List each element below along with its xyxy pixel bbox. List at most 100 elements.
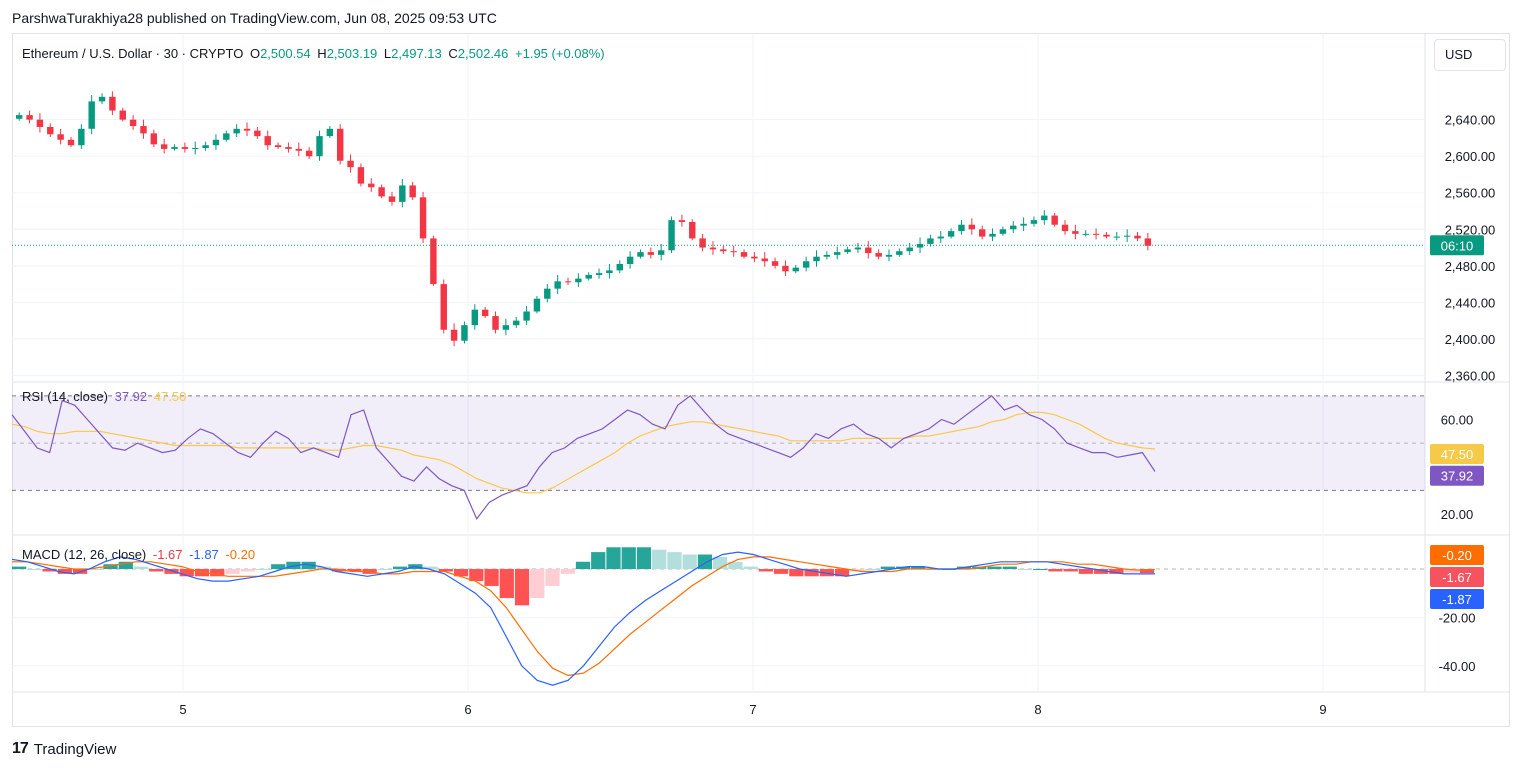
candle-body <box>119 110 126 120</box>
macd-hist-bar <box>164 569 179 574</box>
candle-body <box>419 197 427 239</box>
candle-body <box>844 249 851 253</box>
rsi-badge: 37.92 <box>1430 465 1484 486</box>
candle-body <box>1010 225 1017 230</box>
publisher-line: ParshwaTurakhiya28 published on TradingV… <box>12 10 497 26</box>
price-tick-label: 2,360.00 <box>1445 368 1496 383</box>
macd-hist-bar <box>469 569 484 582</box>
macd-hist-bar <box>423 566 438 570</box>
macd-hist-bar <box>484 569 499 586</box>
currency-button[interactable]: USD <box>1434 39 1506 71</box>
macd-hist-bar <box>636 547 652 570</box>
candle-body <box>865 247 872 254</box>
candle-body <box>834 252 841 255</box>
macd-hist-bar <box>332 569 347 572</box>
candle-body <box>1113 236 1121 238</box>
macd-hist-bar <box>575 561 591 570</box>
macd-line <box>11 551 1155 686</box>
macd-tick-label: -40.00 <box>1439 659 1476 674</box>
macd-hist-bar <box>12 566 27 570</box>
candle-body <box>637 252 644 257</box>
macd-hist-bar <box>789 569 804 577</box>
low-label: L <box>383 46 392 61</box>
candle-body <box>761 258 768 262</box>
macd-hist-bar <box>1124 569 1139 573</box>
macd-hist-bar <box>453 569 469 577</box>
macd-signal-badge-bg <box>1430 545 1484 565</box>
candle-body <box>771 261 779 266</box>
chart-frame[interactable] <box>12 33 1510 727</box>
macd-legend: MACD (12, 26, close) -1.67 -1.87 -0.20 <box>22 547 258 562</box>
rsi-ma-line <box>11 411 1156 494</box>
macd-hist-bar <box>530 569 545 599</box>
macd-hist-bar <box>834 569 850 577</box>
rsi-tick-label: 60.00 <box>1441 412 1474 427</box>
open-label: O <box>249 46 261 61</box>
rsi-ma-badge: 47.50 <box>1430 444 1484 465</box>
candle-body <box>378 187 385 197</box>
macd-hist-bar <box>911 566 926 570</box>
macd-hist-bar <box>210 569 225 577</box>
candle-body <box>78 128 85 146</box>
macd-badge-text: -1.87 <box>1442 592 1472 607</box>
tradingview-logo-icon: 17 <box>12 740 29 757</box>
candle-body <box>481 309 489 317</box>
candle-body <box>1061 224 1069 232</box>
candle-body <box>554 281 561 289</box>
candle-body <box>668 220 675 251</box>
candle-body <box>1020 223 1027 226</box>
macd-hist-bar <box>880 566 895 570</box>
macd-hist-bar <box>179 569 194 577</box>
close-label: C <box>448 46 458 61</box>
candle-body <box>36 119 44 127</box>
brand[interactable]: 17 TradingView <box>12 740 116 758</box>
candle-body <box>399 185 406 202</box>
macd-hist-bar <box>728 561 743 570</box>
time-tick-label: 8 <box>1034 702 1041 717</box>
macd-hist-bar <box>713 556 728 570</box>
candle-body <box>947 231 955 237</box>
macd-hist-bar <box>1048 569 1063 572</box>
candle-body <box>295 148 302 151</box>
candle-body <box>305 150 313 157</box>
candle-body <box>595 273 603 275</box>
candle-body <box>409 185 416 198</box>
candle-body <box>160 144 168 149</box>
candle-body <box>336 128 344 161</box>
candle-body <box>575 278 582 283</box>
macd-hist-bar <box>652 549 667 570</box>
candle-body <box>740 252 748 257</box>
candle-body <box>98 96 106 102</box>
candle-body <box>316 136 323 157</box>
macd-hist-bar <box>347 569 362 572</box>
macd-hist-bar <box>560 569 575 574</box>
candle-body <box>47 126 54 135</box>
candle-body <box>823 254 831 257</box>
rsi-ma-badge-bg <box>1430 444 1484 465</box>
candle-body <box>751 256 758 259</box>
candle-body <box>709 247 717 250</box>
macd-hist-badge-bg <box>1430 567 1484 587</box>
macd-hist-value: -1.67 <box>152 547 183 562</box>
candle-body <box>1103 234 1110 237</box>
candle-body <box>461 325 468 341</box>
candle-body <box>492 316 499 330</box>
macd-hist-bar <box>591 552 606 570</box>
candle-body <box>916 243 924 248</box>
candle-body <box>150 133 158 145</box>
price-tick-label: 2,440.00 <box>1445 295 1496 310</box>
candle-body <box>854 247 862 250</box>
candle-body <box>1041 215 1048 221</box>
macd-signal-value: -0.20 <box>225 547 256 562</box>
macd-hist-bar <box>301 561 316 570</box>
candle-body <box>243 128 251 131</box>
candle-body <box>192 147 199 149</box>
candle-body <box>254 130 261 137</box>
candle-body <box>689 221 696 239</box>
rsi-line <box>11 394 1156 520</box>
candle-body <box>513 320 520 326</box>
brand-name: TradingView <box>33 740 117 758</box>
macd-hist-bar <box>240 569 255 572</box>
candle-body <box>782 265 789 272</box>
